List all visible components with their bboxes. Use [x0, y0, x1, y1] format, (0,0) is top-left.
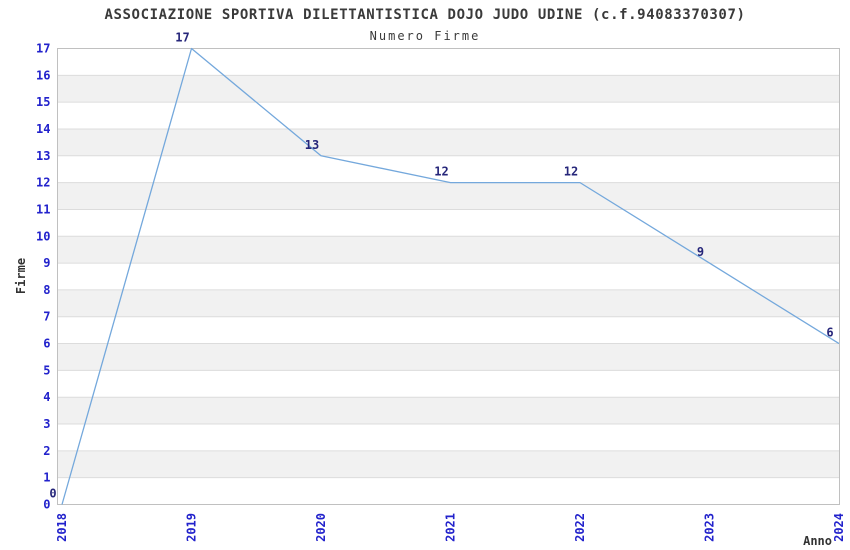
y-tick-label: 3 — [43, 417, 50, 431]
firme-series-line — [61, 47, 840, 505]
plot-band — [57, 48, 840, 76]
data-point-label: 9 — [697, 245, 704, 259]
x-tick-label: 2022 — [573, 513, 587, 542]
y-tick-label: 8 — [43, 283, 50, 297]
y-tick-label: 10 — [36, 229, 50, 243]
y-axis-title: Firme — [14, 258, 28, 294]
plot-band — [57, 477, 840, 505]
plot-band — [57, 263, 840, 290]
data-point-label: 0 — [49, 487, 56, 501]
plot-band — [57, 316, 840, 344]
data-point-label: 12 — [434, 165, 448, 179]
y-tick-label: 14 — [36, 122, 50, 136]
y-tick-label: 9 — [43, 256, 50, 270]
plot-bands — [57, 48, 840, 505]
x-tick-label: 2021 — [444, 513, 458, 542]
y-tick-label: 7 — [43, 310, 50, 324]
plot-band — [57, 397, 840, 425]
y-tick-label: 1 — [43, 471, 50, 485]
y-tick-label: 17 — [36, 42, 50, 56]
plot-band — [57, 102, 840, 129]
plot-band — [57, 343, 840, 371]
y-tick-label: 16 — [36, 68, 50, 82]
y-tick-label: 0 — [43, 498, 50, 512]
x-tick-label: 2023 — [703, 513, 717, 542]
plot-band — [57, 209, 840, 237]
data-point-label: 13 — [305, 138, 319, 152]
x-tick-label: 2019 — [185, 513, 199, 542]
y-tick-label: 6 — [43, 337, 50, 351]
plot-band — [57, 370, 840, 398]
plot-band — [57, 182, 840, 210]
y-tick-label: 11 — [36, 202, 50, 216]
x-tick-label: 2020 — [314, 513, 328, 542]
plot-band — [57, 289, 840, 317]
plot-band — [57, 128, 840, 156]
x-tick-label: 2018 — [55, 513, 69, 542]
value-labels: 0 17 13 12 12 9 6 — [49, 31, 833, 501]
y-tick-label: 15 — [36, 95, 50, 109]
x-tick-labels: 2018 2019 2020 2021 2022 2023 2024 — [55, 513, 846, 542]
plot-band — [57, 236, 840, 264]
y-tick-label: 13 — [36, 149, 50, 163]
y-tick-label: 2 — [43, 444, 50, 458]
x-axis-title: Anno — [803, 534, 832, 548]
plot-band — [57, 75, 840, 103]
y-tick-label: 12 — [36, 176, 50, 190]
data-point-label: 17 — [175, 31, 189, 45]
x-tick-label: 2024 — [832, 513, 846, 542]
data-point-label: 12 — [564, 165, 578, 179]
plot-border-rect — [57, 48, 840, 505]
chart-title: ASSOCIAZIONE SPORTIVA DILETTANTISTICA DO… — [104, 7, 745, 23]
y-tick-label: 4 — [43, 390, 50, 404]
plot-band — [57, 450, 840, 478]
plot-band — [57, 155, 840, 183]
chart-subtitle: Numero Firme — [370, 29, 481, 43]
series-line — [61, 47, 840, 505]
y-tick-label: 5 — [43, 363, 50, 377]
plot-border — [57, 48, 840, 505]
plot-band — [57, 424, 840, 451]
data-point-label: 6 — [826, 326, 833, 340]
